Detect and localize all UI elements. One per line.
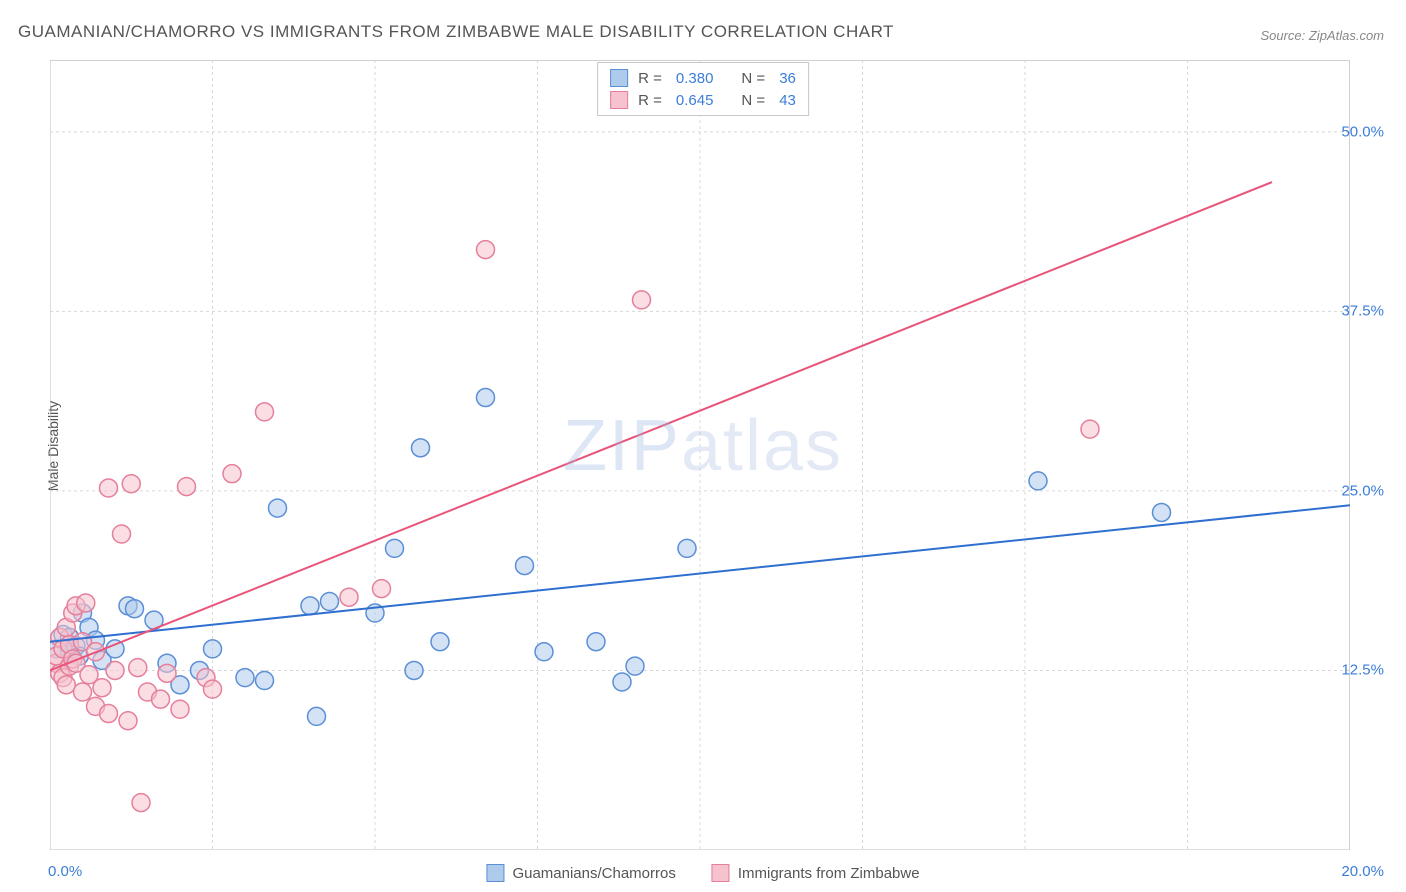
series-legend: Guamanians/Chamorros Immigrants from Zim… xyxy=(486,864,919,882)
legend-label: Immigrants from Zimbabwe xyxy=(738,865,920,882)
legend-item-blue: Guamanians/Chamorros xyxy=(486,864,675,882)
x-tick-max: 20.0% xyxy=(1341,863,1384,880)
legend-row-blue: R = 0.380 N = 36 xyxy=(610,67,796,89)
chart-title: GUAMANIAN/CHAMORRO VS IMMIGRANTS FROM ZI… xyxy=(18,22,894,42)
source-attribution: Source: ZipAtlas.com xyxy=(1260,28,1384,43)
r-value: 0.380 xyxy=(676,70,714,87)
swatch-pink xyxy=(610,91,628,109)
correlation-legend: R = 0.380 N = 36 R = 0.645 N = 43 xyxy=(597,62,809,116)
y-tick-label: 25.0% xyxy=(1341,482,1384,499)
n-label: N = xyxy=(741,92,765,109)
r-value: 0.645 xyxy=(676,92,714,109)
legend-item-pink: Immigrants from Zimbabwe xyxy=(712,864,920,882)
r-label: R = xyxy=(638,70,662,87)
y-tick-label: 50.0% xyxy=(1341,123,1384,140)
swatch-blue xyxy=(486,864,504,882)
r-label: R = xyxy=(638,92,662,109)
legend-label: Guamanians/Chamorros xyxy=(512,865,675,882)
n-value: 36 xyxy=(779,70,796,87)
x-tick-min: 0.0% xyxy=(48,863,82,880)
scatter-chart xyxy=(50,60,1350,850)
y-tick-label: 12.5% xyxy=(1341,662,1384,679)
y-tick-label: 37.5% xyxy=(1341,303,1384,320)
swatch-blue xyxy=(610,69,628,87)
legend-row-pink: R = 0.645 N = 43 xyxy=(610,89,796,111)
n-label: N = xyxy=(741,70,765,87)
swatch-pink xyxy=(712,864,730,882)
n-value: 43 xyxy=(779,92,796,109)
